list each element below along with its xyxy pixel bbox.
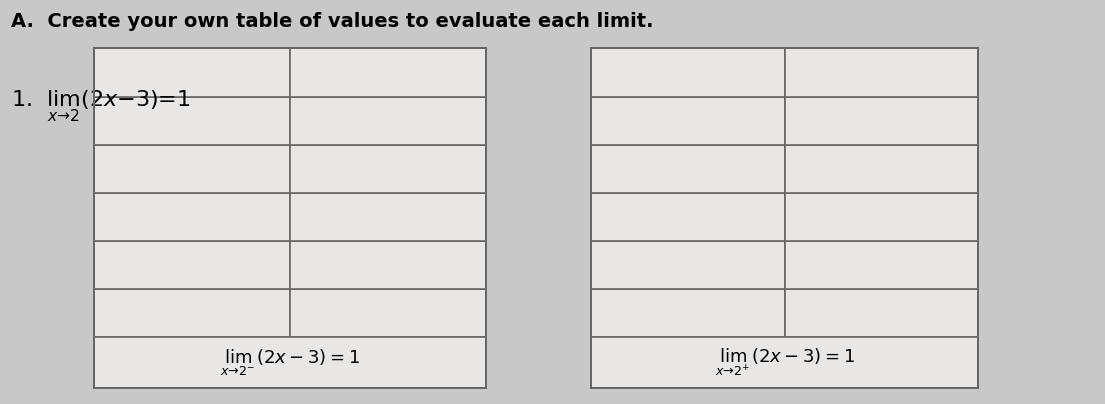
Bar	[290, 48, 486, 97]
Bar	[591, 337, 978, 388]
Bar	[785, 193, 978, 241]
Bar	[94, 97, 290, 145]
Bar	[591, 145, 785, 193]
Bar	[785, 48, 978, 97]
Bar	[290, 241, 486, 289]
Bar	[290, 145, 486, 193]
Bar	[290, 193, 486, 241]
Bar	[785, 289, 978, 337]
Bar	[785, 97, 978, 145]
Bar	[785, 145, 978, 193]
Bar	[94, 48, 486, 388]
Bar	[94, 337, 486, 388]
Bar	[94, 193, 290, 241]
Bar	[785, 241, 978, 289]
Bar	[591, 48, 785, 97]
Bar	[94, 289, 290, 337]
Bar	[94, 145, 290, 193]
Bar	[591, 48, 978, 388]
Text: $\lim_{x \to 2^+}(2x - 3) = 1$: $\lim_{x \to 2^+}(2x - 3) = 1$	[715, 347, 854, 378]
Text: A.  Create your own table of values to evaluate each limit.: A. Create your own table of values to ev…	[11, 12, 653, 31]
Bar	[290, 289, 486, 337]
Bar	[591, 97, 785, 145]
Bar	[591, 241, 785, 289]
Bar	[94, 241, 290, 289]
Text: 1.  $\lim_{x \to 2}(2x - 3) = 1$: 1. $\lim_{x \to 2}(2x - 3) = 1$	[11, 89, 191, 124]
Bar	[591, 193, 785, 241]
Bar	[591, 289, 785, 337]
Bar	[290, 97, 486, 145]
Bar	[94, 48, 290, 97]
Text: $\lim_{x \to 2^-}(2x - 3) = 1$: $\lim_{x \to 2^-}(2x - 3) = 1$	[220, 347, 360, 378]
